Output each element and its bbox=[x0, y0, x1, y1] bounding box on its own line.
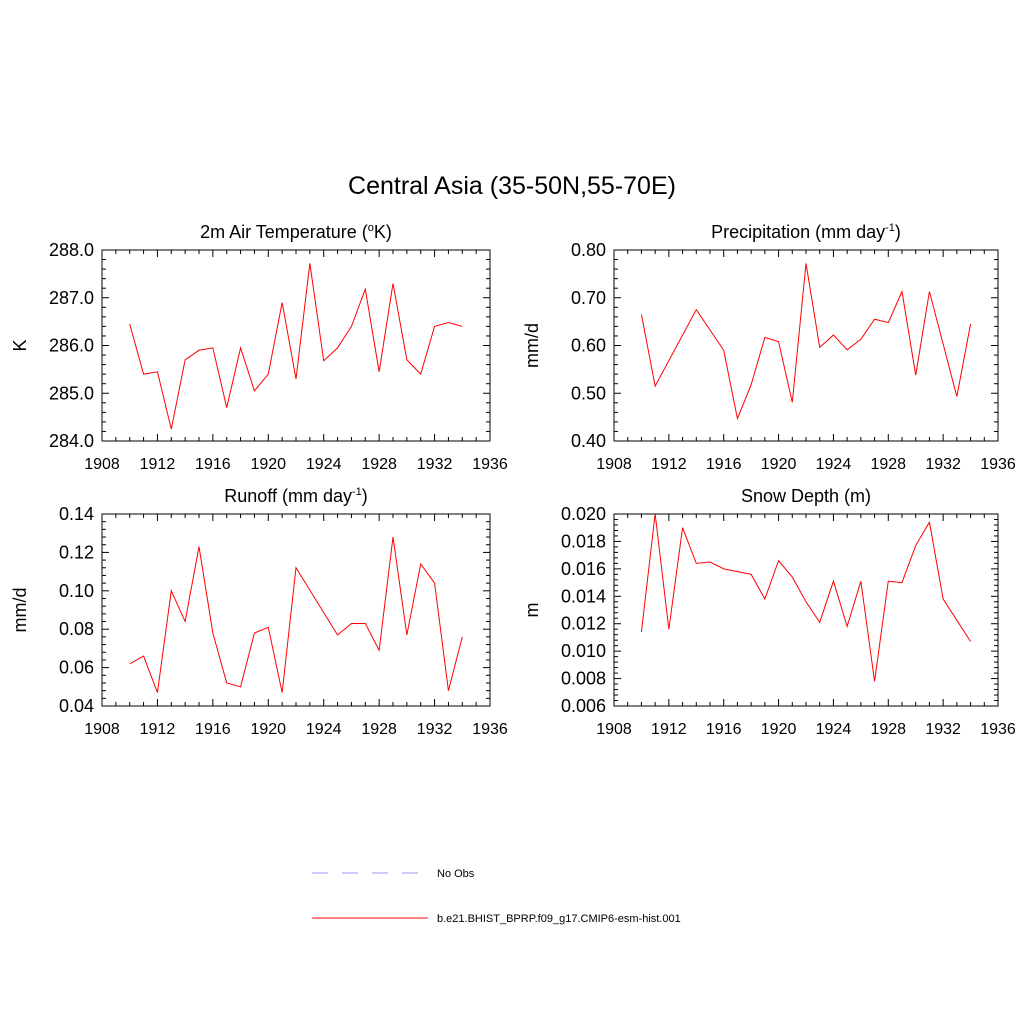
y-tick-label: 284.0 bbox=[49, 431, 94, 451]
y-tick-label: 0.08 bbox=[59, 619, 94, 639]
y-tick-label: 0.010 bbox=[561, 641, 606, 661]
x-tick-label: 1916 bbox=[706, 721, 742, 738]
x-tick-label: 1936 bbox=[472, 456, 508, 473]
series-line bbox=[129, 536, 463, 693]
panel-title: Snow Depth (m) bbox=[741, 486, 871, 506]
x-tick-label: 1916 bbox=[195, 721, 231, 738]
x-tick-label: 1936 bbox=[980, 456, 1016, 473]
y-tick-label: 0.06 bbox=[59, 658, 94, 678]
y-axis-label: m bbox=[522, 603, 542, 618]
y-tick-label: 0.70 bbox=[571, 288, 606, 308]
x-tick-label: 1936 bbox=[472, 721, 508, 738]
y-tick-label: 0.14 bbox=[59, 504, 94, 524]
y-tick-label: 0.04 bbox=[59, 696, 94, 716]
y-tick-label: 0.12 bbox=[59, 542, 94, 562]
x-tick-label: 1920 bbox=[761, 456, 797, 473]
x-tick-label: 1924 bbox=[306, 721, 342, 738]
panel-title-suffix: ) bbox=[895, 222, 901, 242]
x-tick-label: 1908 bbox=[84, 456, 120, 473]
panel-title: Runoff (mm day-1) bbox=[224, 486, 368, 506]
y-tick-label: 0.60 bbox=[571, 336, 606, 356]
y-tick-label: 0.006 bbox=[561, 696, 606, 716]
y-tick-label: 0.50 bbox=[571, 383, 606, 403]
panel-title: 2m Air Temperature (oK) bbox=[200, 222, 392, 242]
panel-title-suffix: K) bbox=[374, 222, 392, 242]
x-tick-label: 1916 bbox=[706, 456, 742, 473]
panel-2: Precipitation (mm day-1) mm/d 1908 1912 1916… bbox=[522, 222, 1016, 473]
x-tick-label: 1908 bbox=[84, 721, 120, 738]
y-tick-label: 0.014 bbox=[561, 586, 606, 606]
x-tick-label: 1912 bbox=[140, 456, 176, 473]
x-tick-label: 1924 bbox=[816, 456, 852, 473]
y-tick-label: 0.40 bbox=[571, 431, 606, 451]
panel-title-superscript: -1 bbox=[352, 486, 362, 498]
y-axis-label: mm/d bbox=[10, 588, 30, 633]
x-tick-label: 1928 bbox=[361, 721, 397, 738]
series-line bbox=[129, 263, 463, 430]
plot-frame bbox=[101, 249, 491, 442]
plot-frame bbox=[101, 513, 491, 707]
panel-3: Runoff (mm day-1) mm/d 1908 1912 1916 1920 192… bbox=[10, 486, 508, 738]
panel-title-text: Snow Depth (m) bbox=[741, 486, 871, 506]
panel-title-text: 2m Air Temperature ( bbox=[200, 222, 368, 242]
plot-frame bbox=[613, 249, 999, 442]
panel-title-superscript: -1 bbox=[885, 222, 895, 234]
y-axis-label: mm/d bbox=[522, 323, 542, 368]
x-tick-label: 1920 bbox=[250, 721, 286, 738]
panel-title-superscript: o bbox=[368, 222, 374, 234]
panel-title: Precipitation (mm day-1) bbox=[711, 222, 901, 242]
x-tick-label: 1932 bbox=[925, 456, 961, 473]
legend-label-model: b.e21.BHIST_BPRP.f09_g17.CMIP6-esm-hist.… bbox=[437, 913, 681, 925]
y-tick-label: 285.0 bbox=[49, 383, 94, 403]
x-tick-label: 1924 bbox=[306, 456, 342, 473]
x-tick-label: 1928 bbox=[870, 721, 906, 738]
x-tick-label: 1932 bbox=[925, 721, 961, 738]
legend: No Obs b.e21.BHIST_BPRP.f09_g17.CMIP6-esm… bbox=[312, 868, 681, 925]
legend-label-no-obs: No Obs bbox=[437, 868, 475, 880]
panel-title-text: Precipitation (mm day bbox=[711, 222, 885, 242]
y-tick-label: 0.012 bbox=[561, 614, 606, 634]
y-tick-label: 0.018 bbox=[561, 531, 606, 551]
panel-4: Snow Depth (m) m 1908 1912 1916 1920 1924 1928 1… bbox=[522, 486, 1016, 738]
x-tick-label: 1928 bbox=[361, 456, 397, 473]
series-line bbox=[640, 263, 972, 421]
x-tick-label: 1920 bbox=[250, 456, 286, 473]
y-tick-label: 0.10 bbox=[59, 581, 94, 601]
x-tick-label: 1908 bbox=[596, 456, 632, 473]
x-tick-label: 1924 bbox=[816, 721, 852, 738]
y-tick-label: 0.008 bbox=[561, 669, 606, 689]
panels: 2m Air Temperature (oK) K 1908 1912 1916 1920… bbox=[10, 222, 1016, 738]
panel-title-text: Runoff (mm day bbox=[224, 486, 352, 506]
series-line bbox=[640, 513, 971, 682]
x-tick-label: 1928 bbox=[870, 456, 906, 473]
x-tick-label: 1908 bbox=[596, 721, 632, 738]
y-axis-label: K bbox=[10, 339, 30, 351]
x-tick-label: 1912 bbox=[140, 721, 176, 738]
x-tick-label: 1916 bbox=[195, 456, 231, 473]
y-tick-label: 0.020 bbox=[561, 504, 606, 524]
x-tick-label: 1912 bbox=[651, 721, 687, 738]
x-tick-label: 1932 bbox=[417, 721, 453, 738]
panel-title-suffix: ) bbox=[362, 486, 368, 506]
x-tick-label: 1912 bbox=[651, 456, 687, 473]
panel-1: 2m Air Temperature (oK) K 1908 1912 1916 1920… bbox=[10, 222, 508, 473]
x-tick-label: 1932 bbox=[417, 456, 453, 473]
y-tick-label: 0.80 bbox=[571, 240, 606, 260]
y-tick-label: 288.0 bbox=[49, 240, 94, 260]
y-tick-label: 287.0 bbox=[49, 288, 94, 308]
x-tick-label: 1936 bbox=[980, 721, 1016, 738]
figure-title: Central Asia (35-50N,55-70E) bbox=[348, 172, 676, 200]
x-tick-label: 1920 bbox=[761, 721, 797, 738]
y-tick-label: 0.016 bbox=[561, 559, 606, 579]
y-tick-label: 286.0 bbox=[49, 336, 94, 356]
